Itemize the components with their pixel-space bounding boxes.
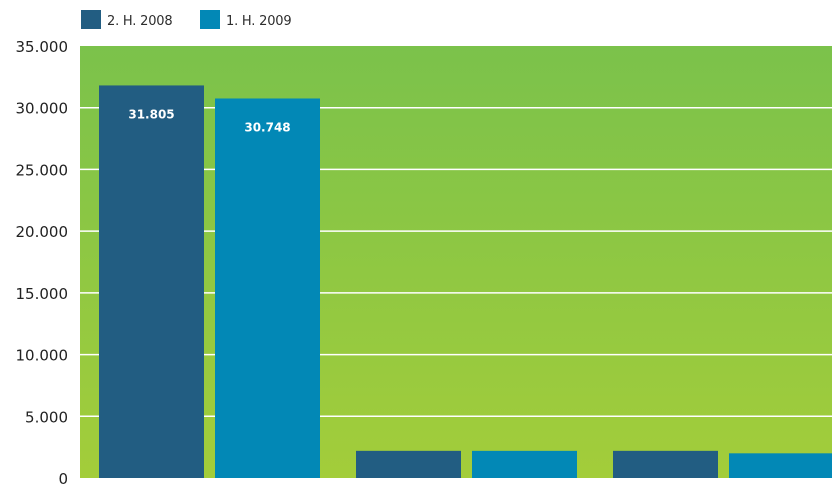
legend-label-series-2: 1. H. 2009 [226, 14, 292, 29]
y-tick-label-7: 35.000 [16, 38, 69, 56]
bar-series-1-category-3 [613, 450, 718, 478]
y-tick-label-2: 10.000 [16, 347, 69, 365]
y-tick-label-0: 0 [58, 470, 68, 488]
bar-series-1-category-1 [99, 85, 204, 478]
y-tick-label-4: 20.000 [16, 223, 69, 241]
legend: 2. H. 2008 1. H. 2009 [0, 0, 832, 40]
bar-series-2-category-3 [729, 453, 832, 478]
bars [99, 85, 832, 479]
value-labels: 31.805 30.748 [128, 107, 290, 134]
y-tick-label-6: 30.000 [16, 100, 69, 118]
y-axis: 0 5.000 10.000 15.000 20.000 25.000 30.000 35.0… [16, 38, 69, 488]
data-label-series-1-category-1: 31.805 [128, 107, 174, 121]
bar-series-2-category-2 [472, 450, 577, 478]
y-tick-label-5: 25.000 [16, 161, 69, 179]
bar-series-1-category-2 [356, 450, 461, 478]
data-label-series-2-category-1: 30.748 [244, 120, 290, 134]
legend-swatch-series-1 [81, 10, 101, 29]
legend-swatch-series-2 [200, 10, 220, 29]
legend-label-series-1: 2. H. 2008 [107, 14, 173, 29]
plot-background [80, 46, 832, 478]
gridlines [80, 106, 832, 418]
y-tick-label-3: 15.000 [16, 285, 69, 303]
y-tick-label-1: 5.000 [25, 408, 68, 426]
bar-series-2-category-1 [215, 98, 320, 479]
